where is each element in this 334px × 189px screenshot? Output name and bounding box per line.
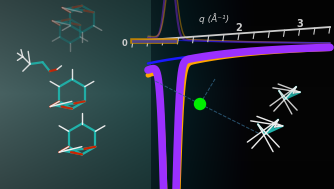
Text: q (Å⁻¹): q (Å⁻¹) [199, 13, 229, 24]
Text: 2: 2 [236, 23, 242, 33]
Point [197, 102, 203, 105]
Text: 0: 0 [122, 39, 128, 47]
Text: 3: 3 [296, 19, 303, 29]
